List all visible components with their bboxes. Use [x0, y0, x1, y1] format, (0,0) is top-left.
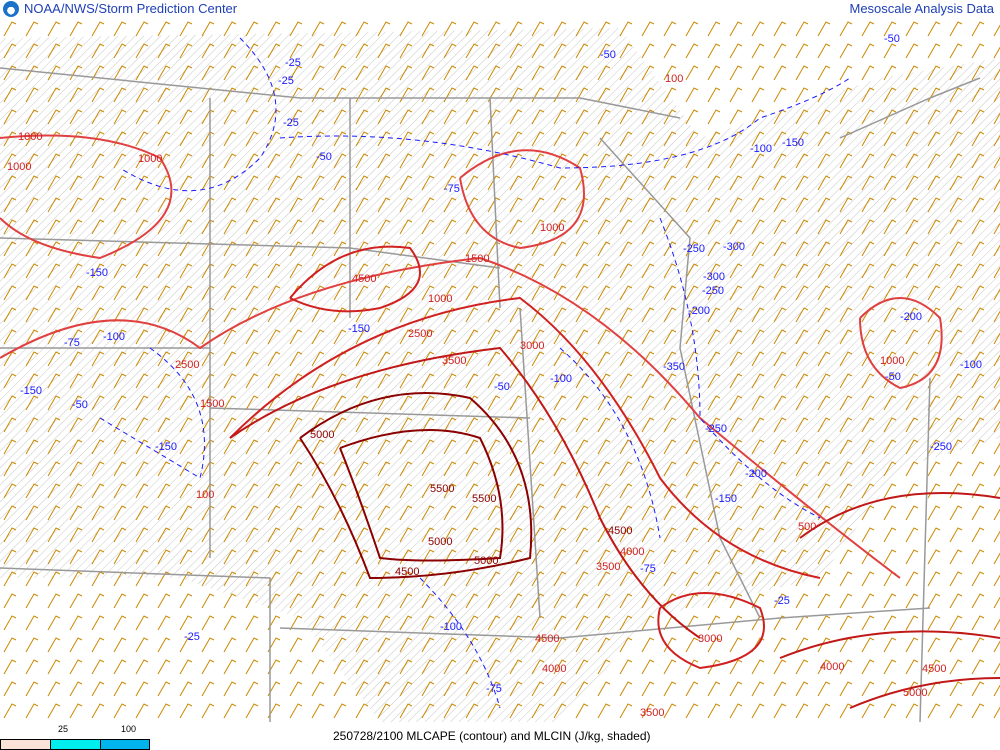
- cin-label: -25: [278, 75, 294, 87]
- cape-label: 2500: [408, 328, 432, 340]
- state-borders: [0, 67, 981, 722]
- product-group-title[interactable]: Mesoscale Analysis Data: [849, 1, 994, 16]
- cin-label: -350: [663, 361, 685, 373]
- cin-label: -50: [316, 151, 332, 163]
- cape-label: 1000: [138, 153, 162, 165]
- noaa-logo-icon: [3, 1, 19, 17]
- cin-label: -150: [348, 323, 370, 335]
- cape-label: 4500: [395, 566, 419, 578]
- cin-label: -25: [774, 595, 790, 607]
- cape-contours: [0, 134, 1000, 709]
- cape-label: 1000: [540, 222, 564, 234]
- cin-label: -50: [885, 371, 901, 383]
- cin-label: -75: [486, 683, 502, 695]
- cin-label: -100: [960, 359, 982, 371]
- cin-label: -100: [750, 143, 772, 155]
- cape-label: 3500: [640, 707, 664, 719]
- cape-contour-labels: 1000 1000 1000 1500 2500 3000 3500 4500 …: [7, 73, 946, 719]
- header: NOAA/NWS/Storm Prediction Center Mesosca…: [0, 0, 1000, 18]
- legend-tick: 100: [121, 724, 137, 734]
- legend-swatch: [50, 739, 101, 750]
- wind-barbs: [0, 18, 1000, 722]
- cape-label: 100: [196, 489, 214, 501]
- cin-label: -100: [103, 331, 125, 343]
- legend-swatch: [100, 739, 150, 750]
- cape-label: 4000: [620, 546, 644, 558]
- cape-label: 5000: [903, 687, 927, 699]
- cin-label: -250: [702, 285, 724, 297]
- cin-label: -100: [550, 373, 572, 385]
- cape-label: 4000: [820, 661, 844, 673]
- agency-title: NOAA/NWS/Storm Prediction Center: [24, 1, 238, 16]
- legend-tick: 25: [58, 724, 69, 734]
- map-caption: 250728/2100 MLCAPE (contour) and MLCIN (…: [333, 729, 651, 743]
- cape-label: 4500: [608, 525, 632, 537]
- cin-label: -300: [723, 241, 745, 253]
- cape-label: 1000: [7, 161, 31, 173]
- cin-label: -200: [745, 468, 767, 480]
- cape-label: 1000: [428, 293, 452, 305]
- cape-label: 4500: [922, 663, 946, 675]
- cape-label: 3000: [698, 633, 722, 645]
- cape-label: 1000: [18, 131, 42, 143]
- cin-label: -200: [900, 311, 922, 323]
- cin-label: -100: [440, 621, 462, 633]
- cin-label: -300: [703, 271, 725, 283]
- cape-label: 1500: [465, 253, 489, 265]
- cin-label: -250: [683, 243, 705, 255]
- cape-label: 3500: [442, 355, 466, 367]
- cin-label: -150: [782, 137, 804, 149]
- cin-label: -150: [20, 385, 42, 397]
- cin-label: -25: [283, 117, 299, 129]
- legend-swatch: [0, 739, 51, 750]
- cape-label: 3500: [596, 561, 620, 573]
- cin-label: -50: [600, 49, 616, 61]
- cin-label: -150: [155, 441, 177, 453]
- cape-label: 500: [798, 521, 816, 533]
- cape-label: 5500: [430, 483, 454, 495]
- cape-label: 4500: [352, 273, 376, 285]
- cin-label: -50: [884, 33, 900, 45]
- cin-label: -75: [444, 183, 460, 195]
- footer: 25 100 250728/2100 MLCAPE (contour) and …: [0, 722, 1000, 750]
- mesoscale-map: 1000 1000 1000 1500 2500 3000 3500 4500 …: [0, 18, 1000, 722]
- cape-label: 4500: [535, 633, 559, 645]
- cin-label: -50: [494, 381, 510, 393]
- cape-label: 5000: [474, 555, 498, 567]
- cin-label: -25: [285, 57, 301, 69]
- cape-label: 5000: [428, 536, 452, 548]
- cin-label: -250: [705, 423, 727, 435]
- cape-label: 2500: [175, 359, 199, 371]
- cin-contours: [99, 37, 851, 709]
- cin-label: -25: [184, 631, 200, 643]
- cape-label: 1000: [880, 355, 904, 367]
- cape-label: 4000: [542, 663, 566, 675]
- cape-label: 1500: [200, 398, 224, 410]
- cin-label: -50: [72, 399, 88, 411]
- cin-label: -200: [688, 305, 710, 317]
- cape-label: 5500: [472, 493, 496, 505]
- cin-contour-labels: -25 -50 -25 -25 -50 -50 -75 -100 -150 -1…: [20, 33, 982, 695]
- cin-label: -150: [715, 493, 737, 505]
- cape-label: 5000: [310, 429, 334, 441]
- cin-label: -150: [86, 267, 108, 279]
- cin-label: -75: [64, 337, 80, 349]
- cin-label: -75: [640, 563, 656, 575]
- cape-label: 100: [665, 73, 683, 85]
- cape-label: 3000: [520, 340, 544, 352]
- cin-label: -250: [930, 441, 952, 453]
